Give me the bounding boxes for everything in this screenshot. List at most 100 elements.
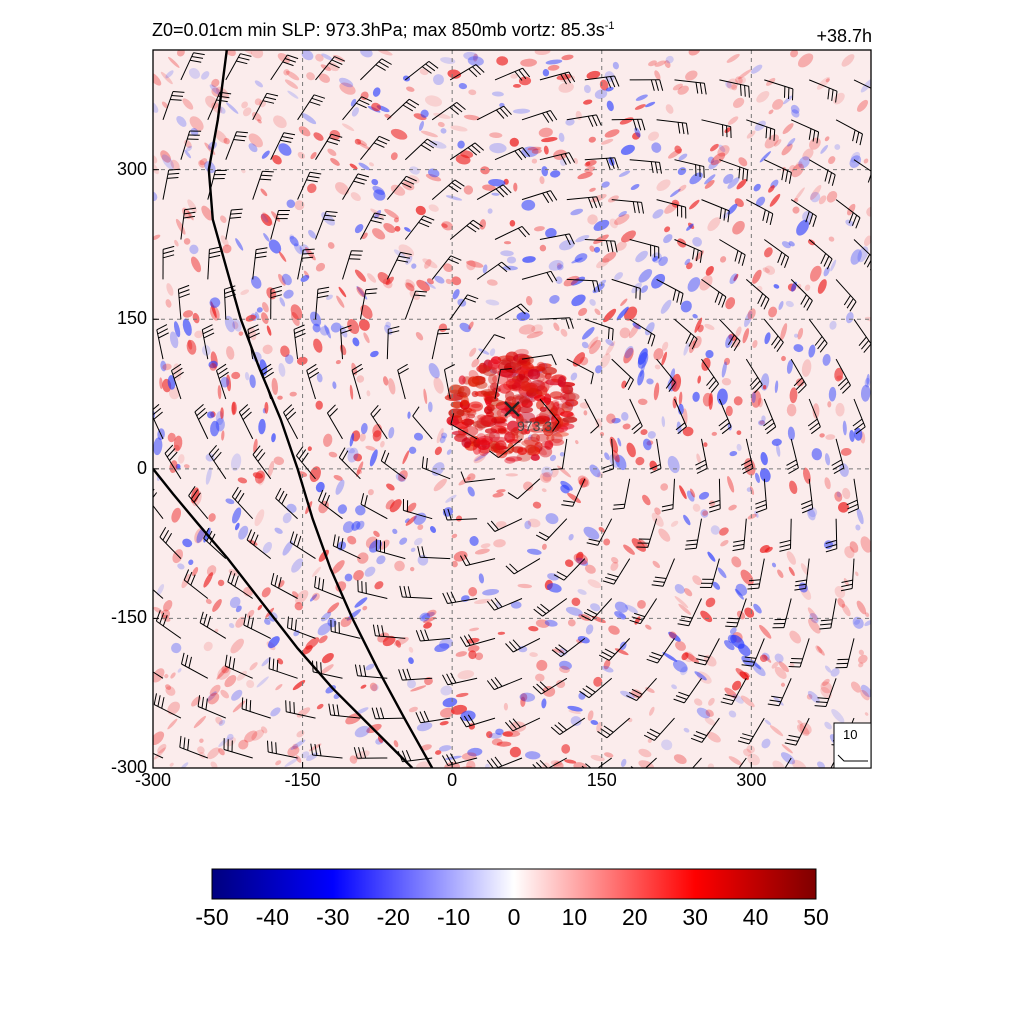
vorticity-patch [818,195,827,205]
vorticity-core-patch [522,364,534,369]
vorticity-patch [463,51,479,61]
vorticity-patch [342,521,355,534]
colorbar-tick-label: 10 [561,904,588,930]
wind-barb [459,634,496,647]
vorticity-patch [785,300,794,308]
vorticity-patch [807,508,816,521]
wind-barb [674,239,703,263]
vorticity-patch [278,273,286,286]
vorticity-patch [660,483,669,491]
vorticity-patch [360,304,373,319]
vorticity-patch [815,645,823,654]
vorticity-patch [792,759,807,768]
vorticity-patch [732,220,745,235]
vorticity-patch [556,679,566,689]
wind-barb [840,558,855,592]
vorticity-patch [153,72,162,86]
vorticity-patch [489,132,503,139]
vorticity-patch [705,709,714,717]
vorticity-patch [318,73,330,83]
vorticity-patch [218,748,225,756]
vorticity-patch [729,451,738,457]
x-tick-label: -150 [284,770,321,790]
vorticity-patch [727,476,735,493]
vorticity-patch [605,341,616,356]
vorticity-patch [567,492,582,504]
wind-barb [746,119,776,141]
vorticity-patch [840,447,852,456]
vorticity-patch [227,733,234,741]
vorticity-patch [290,739,306,750]
vorticity-patch [705,597,716,608]
vorticity-patch [682,426,694,437]
vorticity-patch [419,612,431,622]
wind-barb [763,398,777,435]
vorticity-patch [604,752,614,758]
vorticity-patch [647,131,660,141]
vorticity-patch [360,91,369,101]
vorticity-patch [248,539,258,546]
wind-barb [767,678,792,707]
vorticity-patch [653,348,664,361]
vorticity-patch [370,350,379,358]
vorticity-patch [451,533,458,539]
wind-barb [532,677,568,695]
colorbar-tick-label: 30 [682,904,708,930]
wind-barb [649,438,662,474]
vorticity-core-patch [487,359,500,370]
vorticity-patch [327,242,335,249]
vorticity-core-patch [520,381,531,392]
vorticity-patch [489,732,502,739]
vorticity-patch [345,447,356,454]
wind-barb [611,358,634,391]
vorticity-patch [577,589,587,595]
vorticity-patch [217,579,225,587]
vorticity-patch [354,597,368,608]
wind-barb [584,318,614,341]
vorticity-core-patch [484,406,493,415]
vorticity-patch [556,262,562,269]
vorticity-patch [850,249,862,265]
vorticity-patch [564,559,574,567]
wind-barb [386,175,417,200]
vorticity-patch [855,524,861,531]
vorticity-patch [639,359,646,377]
vorticity-patch [315,481,325,493]
vorticity-patch [337,504,348,514]
wind-barb [153,693,182,719]
vorticity-patch [661,351,668,366]
x-tick-label: 300 [736,770,767,790]
vorticity-patch [248,326,257,341]
vorticity-patch [568,533,574,541]
wind-barb [764,239,790,268]
vorticity-patch [595,365,603,374]
vorticity-patch [482,588,500,596]
vorticity-patch [445,278,452,285]
vorticity-patch [727,116,739,125]
colorbar-tick-label: -50 [195,904,229,930]
vorticity-patch [237,477,248,484]
vorticity-core-patch [488,373,497,385]
vorticity-patch [640,285,649,293]
vorticity-patch [728,710,737,718]
vorticity-patch [817,279,827,294]
vorticity-patch [489,348,496,357]
vorticity-patch [374,209,382,219]
vorticity-core-patch [554,422,562,429]
vorticity-patch [703,654,717,667]
vorticity-patch [413,432,424,441]
vorticity-patch [678,403,684,415]
vorticity-patch [589,187,596,192]
wind-barb [460,471,496,483]
vorticity-patch [827,401,832,408]
vorticity-patch [170,672,176,679]
vorticity-patch [548,260,564,271]
vorticity-patch [291,591,299,598]
vorticity-patch [278,251,287,262]
vorticity-patch [405,515,417,526]
vorticity-patch [558,132,565,143]
vorticity-patch [214,628,219,633]
vorticity-patch [503,241,512,245]
vorticity-patch [264,401,269,414]
vorticity-patch [232,318,242,332]
